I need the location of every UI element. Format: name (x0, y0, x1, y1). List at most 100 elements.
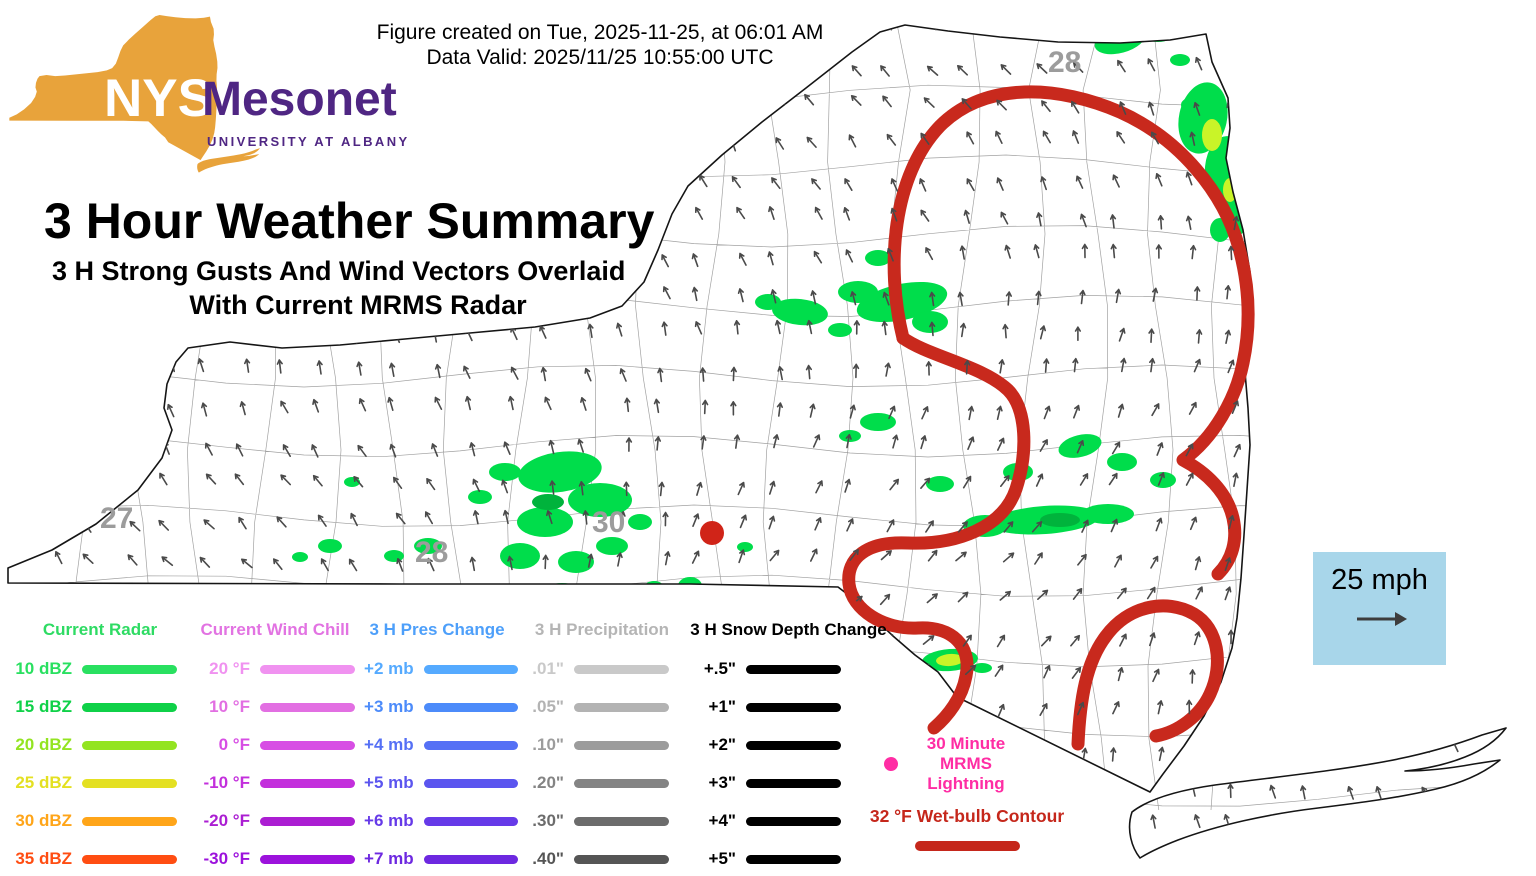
legend-line-swatch (260, 740, 355, 750)
legend-row-label: +4" (708, 811, 736, 830)
legend-line-swatch (746, 740, 841, 750)
legend-row: +2" (686, 726, 891, 764)
radar-echo (544, 583, 580, 601)
legend-column-header: 3 H Pres Change (369, 620, 505, 639)
gust-label: 27 (100, 502, 133, 535)
legend-line-swatch (574, 854, 669, 864)
legend-row: 20 °F (194, 650, 356, 688)
legend-row: 25 dBZ (6, 764, 194, 802)
legend-row-label: .01" (532, 659, 564, 678)
legend-row-label: +2" (708, 735, 736, 754)
legend-row: +7 mb (356, 840, 518, 876)
legend-column-header: Current Wind Chill (200, 620, 350, 639)
logo-university-text: UNIVERSITY AT ALBANY (207, 134, 410, 149)
legend-line-swatch (746, 664, 841, 674)
legend-row-label: +2 mb (364, 659, 414, 678)
radar-echo (678, 577, 702, 595)
radar-echo (838, 281, 878, 303)
legend-row: 0 °F (194, 726, 356, 764)
legend-line-swatch (746, 702, 841, 712)
legend-line-swatch (82, 854, 177, 864)
legend-row: .30" (518, 802, 686, 840)
long-island-outline (1128, 727, 1507, 859)
legend-row: +5" (686, 840, 891, 876)
legend-row-label: .40" (532, 849, 564, 868)
radar-echo (292, 552, 308, 562)
legend-row: +6 mb (356, 802, 518, 840)
map-red-dot (700, 521, 724, 545)
radar-echo (706, 596, 722, 608)
legend-row-label: +3 mb (364, 697, 414, 716)
radar-echo (936, 653, 964, 667)
figure-header: Figure created on Tue, 2025-11-25, at 06… (330, 20, 870, 70)
legend-line-swatch (574, 664, 669, 674)
legend-line-swatch (574, 816, 669, 826)
radar-echo (598, 594, 626, 610)
legend-line-swatch (574, 740, 669, 750)
radar-echo (1107, 453, 1137, 471)
radar-echo (1040, 513, 1080, 527)
legend-column-header: 3 H Snow Depth Change (690, 620, 887, 639)
legend-row-label: 10 dBZ (15, 659, 72, 678)
legend-row-label: 15 dBZ (15, 697, 72, 716)
legend-column: 3 H Precipitation .01" .05" .10" .20" .30" .40… (518, 610, 686, 876)
legend-column: 3 H Pres Change +2 mb +3 mb +4 mb +5 mb +6 mb… (356, 610, 518, 876)
legend-row-label: +4 mb (364, 735, 414, 754)
legend-row: +4 mb (356, 726, 518, 764)
page-title: 3 Hour Weather Summary (44, 193, 655, 249)
legend-line-swatch (82, 740, 177, 750)
wind-scale-box: 25 mph (1313, 552, 1446, 665)
page-subtitle-2: With Current MRMS Radar (189, 290, 527, 320)
legend-row: 30 dBZ (6, 802, 194, 840)
radar-echo (1094, 25, 1146, 55)
legend-row: 35 dBZ (6, 840, 194, 876)
legend-row: +4" (686, 802, 891, 840)
gust-label: 28 (1048, 46, 1081, 79)
radar-echo (384, 550, 404, 562)
radar-echo (517, 507, 573, 537)
radar-echo (318, 539, 342, 553)
legend-line-swatch (574, 702, 669, 712)
radar-echo (912, 311, 948, 333)
logo-nys-text: NYS (104, 69, 213, 128)
legend-row-label: .05" (532, 697, 564, 716)
legend-row-label: 10 °F (209, 697, 250, 716)
radar-echo (568, 483, 632, 517)
lightning-legend: 30 Minute MRMS Lightning (884, 734, 1024, 794)
wetbulb-contour-lines (700, 85, 1255, 751)
legend-line-swatch (423, 816, 518, 826)
legend-row-label: +6 mb (364, 811, 414, 830)
radar-echo (1085, 25, 1107, 35)
radar-echo (1082, 504, 1134, 524)
legend-row: -10 °F (194, 764, 356, 802)
legend-row-label: 20 °F (209, 659, 250, 678)
wind-scale-label: 25 mph (1331, 564, 1428, 596)
wetbulb-legend: 32 °F Wet-bulb Contour (852, 806, 1082, 851)
legend-row: +2 mb (356, 650, 518, 688)
radar-echo (926, 476, 954, 492)
radar-echo (468, 490, 492, 504)
legend-row: -30 °F (194, 840, 356, 876)
radar-echo (1181, 98, 1199, 112)
legend-row: 20 dBZ (6, 726, 194, 764)
radar-echo (972, 663, 992, 673)
legend-line-swatch (423, 854, 518, 864)
legend-row: -20 °F (194, 802, 356, 840)
legend-row-label: -20 °F (203, 811, 250, 830)
radar-echo (596, 537, 628, 555)
legend-row: +3" (686, 764, 891, 802)
legend-row: .10" (518, 726, 686, 764)
legend-line-swatch (574, 778, 669, 788)
legend-line-swatch (260, 702, 355, 712)
radar-echo (865, 250, 891, 266)
legend-line-swatch (423, 664, 518, 674)
legend-line-swatch (82, 778, 177, 788)
legend-row: +3 mb (356, 688, 518, 726)
radar-echo (828, 323, 852, 337)
figure-created-line: Figure created on Tue, 2025-11-25, at 06… (376, 21, 824, 44)
wetbulb-line-swatch (914, 841, 1020, 851)
legend-row-label: 20 dBZ (15, 735, 72, 754)
legend-line-swatch (82, 664, 177, 674)
